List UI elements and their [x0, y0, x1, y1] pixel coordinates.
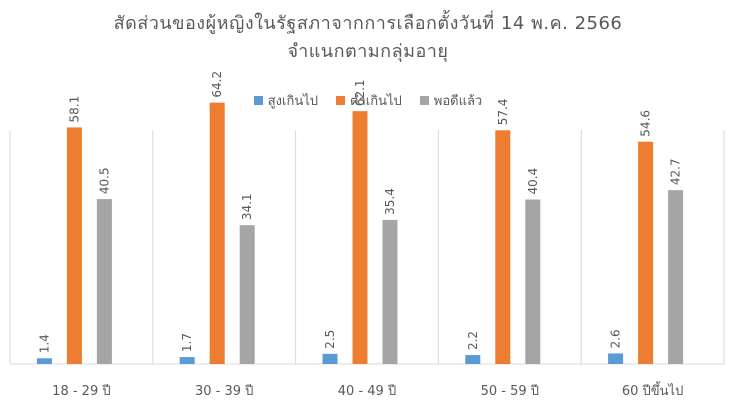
- data-label: 34.1: [240, 193, 254, 220]
- legend-item-right: พอดีแล้ว: [419, 90, 483, 111]
- data-label: 57.4: [496, 99, 510, 126]
- data-label: 35.4: [383, 188, 397, 215]
- data-label: 64.2: [210, 71, 224, 98]
- legend-swatch-right: [419, 96, 429, 105]
- bar: [465, 355, 481, 364]
- legend-label-right: พอดีแล้ว: [433, 94, 483, 109]
- data-label: 1.7: [180, 333, 194, 352]
- x-tick-label: 40 - 49 ปี: [338, 383, 396, 399]
- data-label: 2.5: [323, 330, 337, 349]
- bar: [525, 199, 541, 364]
- chart-subtitle: จำแนกตามกลุ่มอายุ: [287, 41, 449, 62]
- bar: [96, 199, 112, 364]
- bar: [66, 127, 82, 364]
- legend-label-low: ต่ำเกินไป: [350, 94, 402, 109]
- bar: [322, 353, 338, 364]
- legend: สูงเกินไป ต่ำเกินไป พอดีแล้ว: [0, 90, 736, 111]
- bar: [668, 190, 684, 364]
- x-tick-label: 50 - 59 ปี: [481, 383, 539, 399]
- bar: [209, 102, 225, 364]
- data-label: 2.6: [609, 329, 623, 348]
- data-label: 1.4: [37, 334, 51, 353]
- chart-title: สัดส่วนของผู้หญิงในรัฐสภาจากการเลือกตั้ง…: [113, 13, 623, 34]
- bar: [495, 130, 511, 364]
- bar: [36, 358, 52, 364]
- bar: [179, 357, 195, 364]
- legend-label-high: สูงเกินไป: [267, 94, 319, 109]
- legend-swatch-high: [253, 96, 263, 105]
- bar: [239, 225, 255, 364]
- data-label: 40.5: [97, 167, 111, 194]
- data-label: 2.2: [466, 331, 480, 350]
- data-label: 42.7: [669, 158, 683, 185]
- legend-swatch-low: [336, 96, 346, 105]
- x-tick-label: 60 ปีขึ้นไป: [622, 381, 684, 399]
- x-tick-label: 30 - 39 ปี: [195, 383, 253, 399]
- data-label: 40.4: [526, 168, 540, 195]
- bar: [638, 141, 654, 364]
- data-label: 54.6: [639, 110, 653, 137]
- legend-item-low: ต่ำเกินไป: [336, 90, 402, 111]
- legend-item-high: สูงเกินไป: [253, 90, 319, 111]
- bar: [352, 111, 368, 365]
- bar: [608, 353, 624, 364]
- bar: [382, 219, 398, 364]
- x-tick-label: 18 - 29 ปี: [52, 383, 110, 399]
- data-label: 62.1: [353, 79, 367, 106]
- data-label: 58.1: [67, 96, 81, 123]
